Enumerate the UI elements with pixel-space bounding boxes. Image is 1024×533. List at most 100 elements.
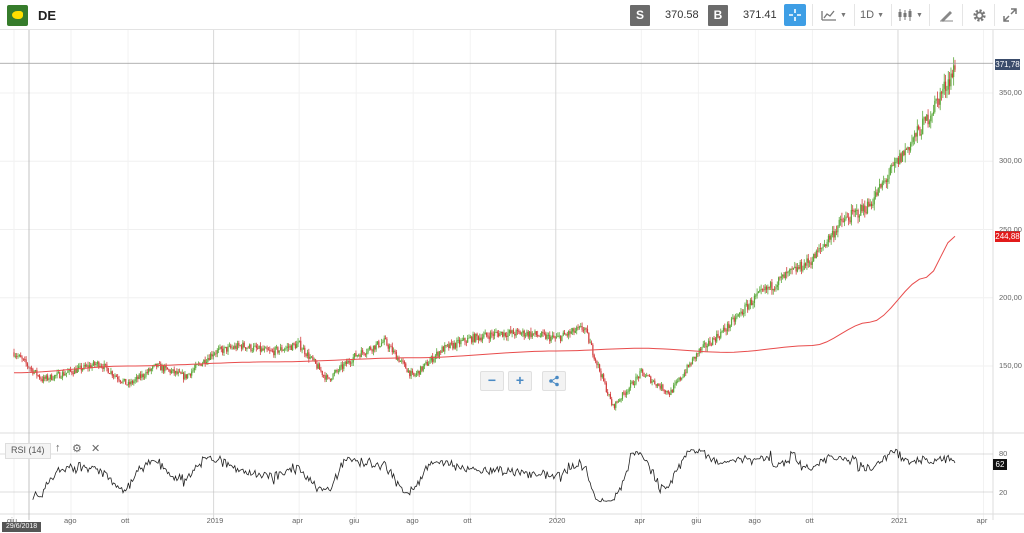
candle-body [895, 162, 897, 164]
candle-body [947, 79, 949, 90]
candle-body [934, 100, 936, 112]
line-chart-icon [821, 10, 837, 21]
candle-body [242, 342, 244, 349]
candle-body [849, 220, 851, 223]
candle-body [419, 366, 422, 375]
candle-body [928, 121, 931, 125]
candle-body [445, 345, 447, 346]
candle-body [664, 391, 667, 393]
interval-dropdown[interactable]: 1D ▼ [858, 4, 886, 26]
candle-body [387, 345, 389, 349]
candle-body [877, 187, 879, 196]
candle-body [694, 356, 696, 359]
top-toolbar: DE S 370.58 B 371.41 ▼ 1D ▼ ▼ [0, 0, 1024, 30]
candle-body [329, 378, 331, 381]
candle-body [452, 342, 454, 349]
candle-body [507, 332, 509, 337]
candle-body [336, 370, 338, 372]
candle-body [951, 73, 953, 78]
candle-body [185, 374, 187, 378]
candle-body [464, 338, 466, 342]
candle-body [741, 311, 743, 315]
candle-body [557, 335, 559, 337]
candle-body [483, 334, 485, 338]
x-axis-tick-label: ago [64, 516, 77, 525]
candle-body [729, 325, 731, 329]
candle-body [446, 344, 449, 346]
candle-body [332, 373, 334, 379]
candle-body [403, 361, 406, 364]
candle-body [802, 269, 804, 271]
candle-body [756, 292, 758, 296]
candle-body [328, 377, 330, 379]
instrument-symbol: DE [38, 8, 57, 23]
candle-body [146, 372, 148, 373]
candle-body [708, 340, 710, 347]
candle-body [663, 390, 665, 392]
rsi-indicator-label[interactable]: RSI (14) [5, 443, 51, 459]
candle-body [924, 117, 926, 121]
candle-body [30, 368, 33, 370]
sell-price[interactable]: 370.58 [665, 9, 699, 21]
rsi-move-up-button[interactable]: ↑ [55, 442, 61, 454]
candle-body [235, 345, 237, 349]
candle-body [950, 73, 952, 87]
price-chart[interactable] [0, 30, 1024, 533]
chart-type-dropdown[interactable]: ▼ [818, 4, 850, 26]
candle-body [586, 328, 589, 333]
candle-body [866, 201, 869, 214]
candle-body [763, 289, 765, 291]
candle-body [792, 267, 795, 270]
candle-body [760, 289, 762, 290]
candle-body [230, 345, 232, 348]
candle-body [265, 347, 267, 349]
candle-body [617, 401, 620, 403]
rsi-settings-button[interactable]: ⚙ [72, 442, 82, 455]
candle-body [432, 356, 434, 362]
candle-body [145, 372, 147, 377]
candle-body [86, 365, 88, 367]
candle-body [740, 311, 742, 313]
candle-body [143, 376, 146, 378]
drawing-tools-button[interactable] [933, 4, 959, 26]
candle-body [38, 375, 41, 379]
candle-body [838, 219, 840, 227]
candle-body [515, 330, 517, 336]
candle-style-dropdown[interactable]: ▼ [895, 4, 925, 26]
sell-button[interactable]: S [630, 5, 650, 26]
candle-body [699, 349, 702, 351]
candle-body [309, 356, 311, 359]
candle-body [662, 384, 664, 391]
candle-body [538, 335, 540, 337]
candle-body [936, 98, 939, 100]
candle-body [565, 334, 567, 336]
candle-body [798, 267, 800, 269]
zoom-out-button[interactable]: − [480, 371, 504, 391]
arrow-up-icon: ↑ [55, 442, 61, 454]
candle-body [749, 299, 751, 305]
candle-body [613, 404, 616, 408]
candle-body [853, 211, 855, 213]
candle-body [90, 365, 92, 369]
crosshair-button[interactable] [784, 4, 806, 26]
candle-body [675, 381, 677, 384]
buy-price[interactable]: 371.41 [743, 9, 777, 21]
candle-body [914, 133, 916, 138]
candle-body [441, 346, 443, 353]
buy-button[interactable]: B [708, 5, 728, 26]
candle-body [935, 98, 937, 101]
zoom-in-button[interactable]: + [508, 371, 532, 391]
candle-body [465, 341, 467, 343]
candle-body [53, 375, 55, 380]
fullscreen-button[interactable] [998, 4, 1022, 26]
candle-body [279, 347, 282, 351]
candle-body [827, 235, 830, 243]
candle-body [269, 350, 271, 352]
share-button[interactable] [542, 371, 566, 391]
rsi-close-button[interactable]: ✕ [91, 442, 100, 455]
candle-body [752, 302, 754, 306]
candle-body [625, 391, 628, 395]
settings-button[interactable] [966, 4, 992, 26]
candle-body [102, 366, 104, 369]
candle-body [638, 376, 640, 379]
